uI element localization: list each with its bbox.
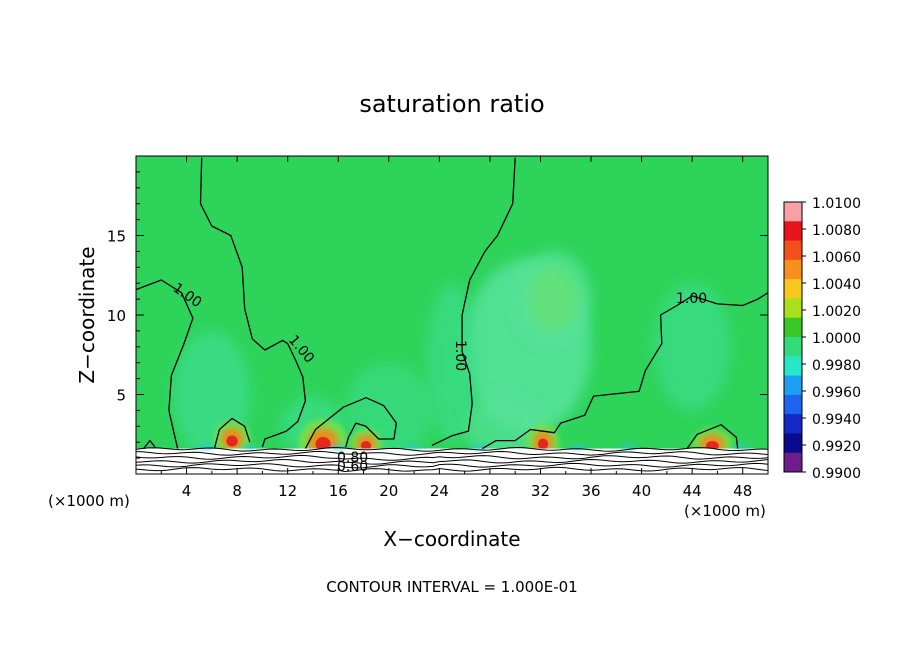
hotspot-core-1	[226, 435, 238, 447]
field-blob-9	[464, 394, 541, 459]
contour-line-4	[143, 439, 156, 450]
colorbar-swatch-7	[784, 317, 802, 338]
colorbar-swatch-2	[784, 221, 802, 242]
colorbar-label-11: 0.9900	[812, 466, 861, 482]
x-tick-label-4: 16	[329, 482, 348, 500]
low-patch-5	[468, 443, 487, 450]
colorbar-label-7: 0.9980	[812, 358, 861, 374]
x-unit-left: (×1000 m)	[48, 492, 130, 510]
colorbar-labels: 1.0100 1.0080 1.0060 1.0040 1.0020 1.0000 0.99…	[812, 196, 861, 482]
contour-label-4: 1.00	[676, 291, 707, 307]
contour-label-3: 1.00	[452, 340, 468, 371]
low-patch-2	[240, 443, 259, 450]
surface-contour-2	[136, 450, 768, 456]
y-axis-label: Z−coordinate	[75, 246, 99, 383]
field-blob-4	[426, 283, 478, 443]
surface-contour-1	[136, 447, 768, 452]
colorbar-label-5: 1.0020	[812, 304, 861, 320]
colorbar-label-4: 1.0040	[812, 277, 861, 293]
chart-title: saturation ratio	[359, 90, 544, 118]
colorbar-swatch-3	[784, 240, 802, 261]
colorbar-swatch-8	[784, 337, 802, 357]
low-patch-1	[196, 443, 215, 450]
low-patch-3	[329, 443, 348, 450]
colorbar	[783, 201, 806, 473]
surface-contour-6	[136, 466, 768, 473]
low-patch-8	[731, 443, 750, 450]
colorbar-label-3: 1.0060	[812, 250, 861, 266]
low-patch-4	[405, 443, 424, 450]
y-tick-label-2: 10	[107, 307, 126, 325]
surface-contour-5	[136, 462, 768, 469]
contour-label-5: 0.80	[337, 450, 368, 466]
x-tick-label-10: 40	[632, 482, 651, 500]
contour-line-8	[686, 424, 739, 449]
contour-interval-note: CONTOUR INTERVAL = 1.000E-01	[326, 578, 577, 596]
contour-line-7	[481, 292, 768, 450]
plot-area	[136, 156, 768, 474]
y-tick-label-3: 15	[107, 228, 126, 246]
axis-ticks	[136, 156, 768, 474]
colorbar-swatch-1	[784, 202, 802, 222]
x-tick-label-2: 8	[232, 482, 242, 500]
contour-line-5	[213, 417, 251, 449]
colorbar-label-9: 0.9940	[812, 412, 861, 428]
colorbar-swatch-5	[784, 279, 802, 299]
field-blob-3	[527, 267, 579, 331]
contour-line-1	[136, 279, 194, 449]
colorbar-swatch-6	[784, 298, 802, 319]
colorbar-label-10: 0.9920	[812, 439, 861, 455]
contour-lines	[136, 157, 768, 450]
x-tick-label-9: 36	[581, 482, 600, 500]
x-tick-label-12: 48	[733, 482, 752, 500]
x-tick-label-11: 44	[683, 482, 702, 500]
x-tick-label-6: 24	[430, 482, 449, 500]
x-tick-label-8: 32	[531, 482, 550, 500]
colorbar-label-8: 0.9960	[812, 385, 861, 401]
x-tick-label-5: 20	[379, 482, 398, 500]
x-tick-label-3: 12	[278, 482, 297, 500]
surface-contour-3	[136, 454, 768, 461]
colorbar-swatch-9	[784, 356, 802, 377]
colorbar-label-6: 1.0000	[812, 331, 861, 347]
colorbar-label-1: 1.0100	[812, 196, 861, 212]
field-blob-6	[654, 283, 731, 411]
ground-band	[136, 443, 768, 474]
hotspot-core-5	[360, 441, 372, 451]
contour-line-3	[304, 397, 398, 449]
surface-contour-4	[136, 458, 768, 465]
x-unit-right: (×1000 m)	[684, 502, 766, 520]
x-tick-label-1: 4	[182, 482, 192, 500]
colorbar-swatch-13	[784, 433, 802, 454]
colorbar-swatch-14	[784, 452, 802, 473]
colorbar-swatch-12	[784, 414, 802, 434]
y-tick-label-1: 5	[116, 387, 126, 405]
colorbar-swatch-11	[784, 394, 802, 415]
colorbar-swatch-10	[784, 375, 802, 396]
contour-label-6: 0.60	[337, 459, 368, 475]
x-tick-label-7: 28	[480, 482, 499, 500]
x-tick-labels: 4 8 12 16 20 24 28 32 36 40 44 48	[182, 482, 752, 500]
colorbar-label-2: 1.0080	[812, 223, 861, 239]
contour-line-2	[199, 157, 307, 448]
hotspot-core-3	[537, 438, 549, 450]
y-tick-labels: 5 10 15	[107, 228, 126, 405]
x-axis-label: X−coordinate	[383, 527, 520, 551]
colorbar-swatch-4	[784, 259, 802, 280]
contour-line-6	[431, 157, 516, 446]
